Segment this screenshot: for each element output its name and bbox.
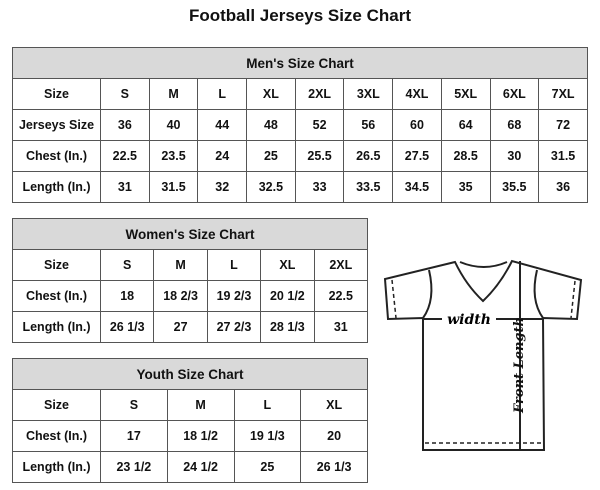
table-cell: XL [260, 249, 315, 281]
table-cell: L [206, 249, 262, 281]
table-cell: 28 1/3 [260, 311, 315, 343]
jersey-collar [459, 261, 508, 268]
table-cell: 30 [489, 140, 540, 172]
table-cell: 24 1/2 [166, 451, 235, 483]
jersey-sleeve-seam-right [533, 269, 544, 319]
table-cell: 3XL [343, 78, 394, 110]
table-cell: 25 [233, 451, 302, 483]
table-cell: 18 2/3 [153, 280, 208, 312]
table-cell: 27 [153, 311, 208, 343]
table-cell: S [100, 389, 168, 421]
women-table-row: Size S M L XL 2XL [12, 249, 369, 281]
womens-size-table: Women's Size Chart Size S M L XL 2XL Chest (In… [12, 218, 369, 343]
table-cell: 26 1/3 [99, 311, 155, 343]
row-header: Length (In.) [12, 451, 101, 483]
youth-size-table: Youth Size Chart Size S M L XL Chest (In.) 17 1… [12, 358, 368, 483]
table-cell: 7XL [538, 78, 588, 110]
mens-size-table: Men's Size Chart Size S M L XL 2XL 3XL 4XL 5XL 6X… [12, 47, 588, 203]
table-cell: 40 [148, 109, 199, 141]
jersey-sleeve-seam-left [422, 269, 433, 319]
row-header: Size [12, 78, 101, 110]
table-cell: 68 [489, 109, 540, 141]
table-cell: 60 [392, 109, 442, 141]
table-cell: XL [246, 78, 296, 110]
row-header: Chest (In.) [12, 420, 101, 452]
table-cell: XL [300, 389, 368, 421]
front-length-label: Front Length [512, 317, 527, 414]
men-table-row: Jerseys Size 36 40 44 48 52 56 60 64 68 72 [12, 109, 588, 141]
youth-table-row: Size S M L XL [12, 389, 368, 421]
table-cell: 20 1/2 [260, 280, 315, 312]
table-cell: 22.5 [100, 140, 150, 172]
youth-table-row: Chest (In.) 17 18 1/2 19 1/3 20 [12, 420, 368, 452]
table-cell: 5XL [440, 78, 491, 110]
row-header: Jerseys Size [12, 109, 101, 141]
table-cell: 31.5 [148, 171, 199, 203]
row-header: Size [12, 389, 101, 421]
table-cell: 31 [313, 311, 369, 343]
womens-table-caption: Women's Size Chart [12, 218, 368, 250]
table-cell: 36 [538, 171, 588, 203]
men-table-row: Length (In.) 31 31.5 32 32.5 33 33.5 34.5 35 35.5… [12, 171, 588, 203]
width-label: width [447, 312, 491, 328]
table-cell: 23 1/2 [100, 451, 168, 483]
table-cell: 44 [197, 109, 248, 141]
youth-table-row: Length (In.) 23 1/2 24 1/2 25 26 1/3 [12, 451, 368, 483]
table-cell: 34.5 [392, 171, 442, 203]
table-cell: L [197, 78, 248, 110]
table-cell: 2XL [294, 78, 345, 110]
table-cell: S [99, 249, 155, 281]
table-cell: 36 [100, 109, 150, 141]
table-cell: 27.5 [392, 140, 442, 172]
table-cell: 26 1/3 [300, 451, 368, 483]
youth-table-caption: Youth Size Chart [12, 358, 368, 390]
row-header: Length (In.) [12, 171, 101, 203]
row-header: Length (In.) [12, 311, 101, 343]
men-table-row: Size S M L XL 2XL 3XL 4XL 5XL 6XL 7XL [12, 78, 588, 110]
table-cell: 19 1/3 [233, 420, 302, 452]
table-cell: 32.5 [246, 171, 296, 203]
row-header: Chest (In.) [12, 140, 101, 172]
table-cell: 31 [100, 171, 150, 203]
table-cell: 72 [538, 109, 588, 141]
table-cell: 35.5 [489, 171, 540, 203]
table-cell: 24 [197, 140, 248, 172]
table-cell: 33 [294, 171, 345, 203]
table-cell: 64 [440, 109, 491, 141]
men-table-row: Chest (In.) 22.5 23.5 24 25 25.5 26.5 27.5 28.5 3… [12, 140, 588, 172]
table-cell: 20 [300, 420, 368, 452]
women-table-row: Length (In.) 26 1/3 27 27 2/3 28 1/3 31 [12, 311, 369, 343]
table-cell: 2XL [313, 249, 369, 281]
page-title: Football Jerseys Size Chart [188, 6, 412, 25]
table-cell: 33.5 [343, 171, 394, 203]
table-cell: 27 2/3 [206, 311, 262, 343]
jersey-outline [383, 259, 583, 451]
